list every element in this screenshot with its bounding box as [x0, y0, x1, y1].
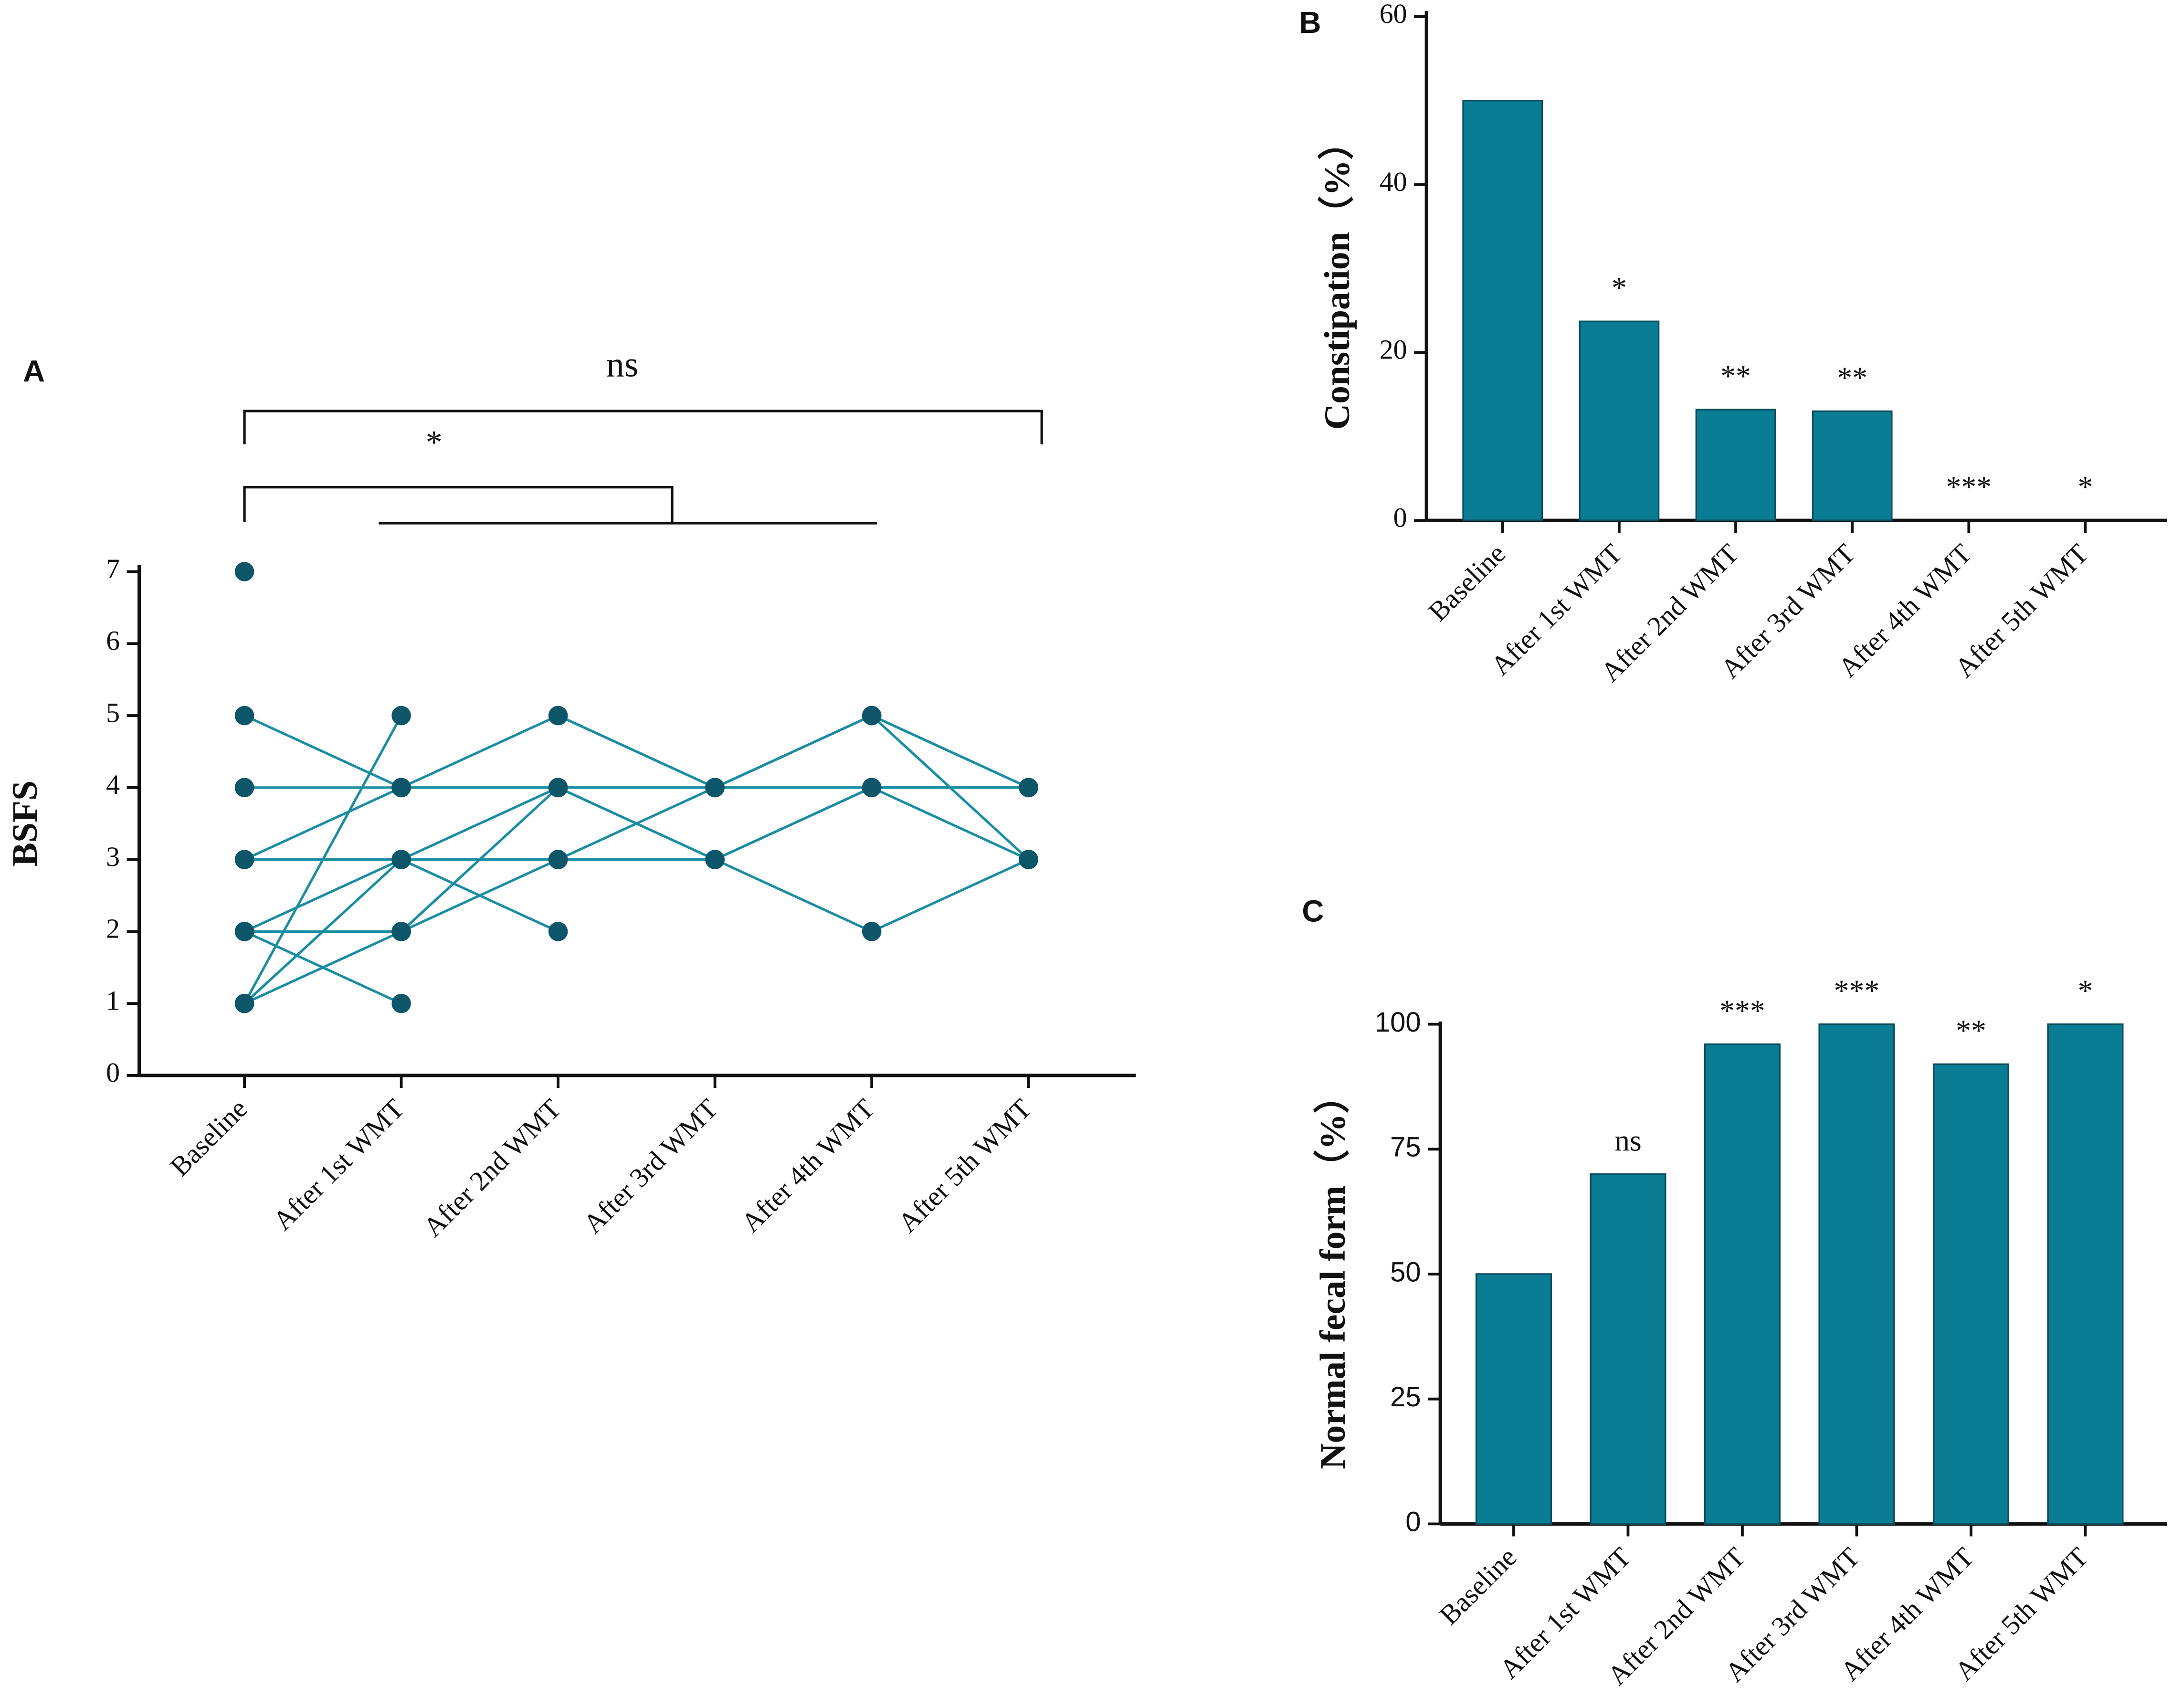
subject-point [391, 993, 411, 1013]
x-tick-label: After 2nd WMT [417, 1093, 567, 1243]
y-tick-label: 0 [106, 1057, 120, 1088]
subject-point [705, 778, 725, 798]
x-tick-label: After 1st WMT [267, 1093, 410, 1236]
bar [1704, 1043, 1781, 1525]
y-tick-label: 1 [106, 985, 120, 1016]
y-tick-label: 0 [1405, 1507, 1421, 1538]
subject-point [1019, 778, 1038, 798]
y-tick-label: 0 [1393, 502, 1407, 533]
significance-label: ns [1614, 1124, 1642, 1158]
bracket [243, 486, 674, 522]
panel-label: A [23, 354, 45, 389]
bar [1695, 409, 1776, 521]
subject-point [391, 706, 411, 726]
subject-point [234, 850, 254, 869]
bar [1475, 1273, 1552, 1525]
subject-point [234, 993, 254, 1013]
x-tick-label: After 3rd WMT [577, 1093, 724, 1239]
subject-point [548, 850, 568, 869]
subject-line [243, 715, 402, 1004]
significance-label: * [1612, 271, 1627, 305]
y-tick-label: 75 [1390, 1132, 1421, 1163]
subject-point [548, 706, 568, 726]
annotation: ns [606, 345, 638, 385]
y-axis-label: Normal fecal form（%） [1313, 1077, 1353, 1469]
significance-label: *** [1834, 973, 1880, 1007]
y-tick-label: 40 [1380, 166, 1407, 197]
y-tick-label: 50 [1390, 1257, 1421, 1287]
bar [1812, 410, 1893, 521]
y-tick-label: 7 [106, 553, 120, 584]
y-tick-label: 60 [1380, 0, 1407, 29]
significance-label: ** [1956, 1013, 1986, 1047]
subject-point [234, 562, 254, 581]
y-tick-label: 4 [106, 769, 120, 800]
bar [1818, 1023, 1895, 1525]
x-tick-label: After 4th WMT [735, 1093, 881, 1238]
significance-label: ** [1837, 360, 1867, 394]
bar [1579, 320, 1660, 521]
annotation: * [426, 424, 443, 461]
subject-point [862, 778, 882, 798]
panel-label: C [1302, 894, 1324, 928]
y-axis-label: BSFS [5, 780, 45, 866]
subject-point [234, 922, 254, 941]
subject-point [705, 850, 725, 869]
significance-label: *** [1719, 993, 1765, 1027]
y-tick-label: 20 [1380, 334, 1407, 365]
y-tick-label: 100 [1375, 1007, 1421, 1038]
subject-point [391, 850, 411, 869]
bar [1462, 99, 1543, 521]
bar [1932, 1063, 2009, 1525]
subject-line [244, 858, 1029, 933]
bracket [243, 410, 1043, 444]
subject-point [862, 922, 882, 941]
x-tick-label: Baseline [164, 1093, 253, 1182]
x-tick-label: After 5th WMT [892, 1093, 1037, 1238]
subject-point [391, 778, 411, 798]
subject-point [862, 706, 882, 726]
subject-point [234, 778, 254, 798]
x-tick-label: Baseline [1422, 538, 1511, 627]
panel-label: B [1299, 5, 1321, 40]
y-tick-label: 2 [106, 913, 120, 944]
x-tick-label: Baseline [1433, 1541, 1522, 1631]
significance-label: * [2078, 973, 2093, 1007]
significance-label: *** [1946, 470, 1992, 504]
subject-point [1019, 850, 1038, 869]
y-tick-label: 6 [106, 625, 120, 656]
y-axis-label: Constipation（%） [1317, 124, 1357, 430]
y-tick-label: 25 [1390, 1382, 1421, 1413]
subject-point [548, 778, 568, 798]
bar [2047, 1023, 2124, 1525]
significance-label: * [2078, 470, 2093, 504]
subject-point [391, 922, 411, 941]
subject-point [234, 706, 254, 726]
bar [1590, 1173, 1666, 1525]
y-tick-label: 3 [106, 841, 120, 872]
y-tick-label: 5 [106, 697, 120, 728]
significance-label: ** [1720, 359, 1751, 393]
subject-line [244, 714, 1029, 1005]
subject-point [548, 922, 568, 941]
